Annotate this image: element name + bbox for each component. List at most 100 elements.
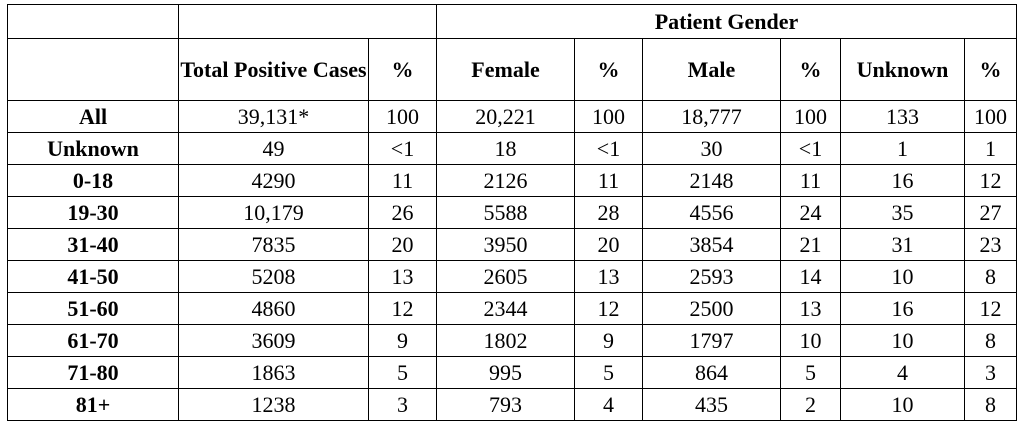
cell-total: 49 bbox=[178, 132, 369, 165]
cell-female: 3950 bbox=[436, 228, 575, 261]
cell-female-pct: <1 bbox=[574, 132, 643, 165]
cell-unknown: 10 bbox=[840, 260, 965, 293]
cell-total-pct: <1 bbox=[368, 132, 437, 165]
cell-unknown-pct: 100 bbox=[964, 100, 1017, 133]
cell-unknown-pct: 8 bbox=[964, 324, 1017, 357]
cell-female-pct: 9 bbox=[574, 324, 643, 357]
cell-unknown-pct: 8 bbox=[964, 388, 1017, 421]
cell-total: 4290 bbox=[178, 164, 369, 197]
cell-male-pct: <1 bbox=[780, 132, 841, 165]
row-label: 61-70 bbox=[7, 324, 179, 357]
cell-male: 3854 bbox=[642, 228, 781, 261]
cell-male-pct: 2 bbox=[780, 388, 841, 421]
cell-total-pct: 3 bbox=[368, 388, 437, 421]
cell-unknown: 1 bbox=[840, 132, 965, 165]
empty-header-cell bbox=[178, 4, 437, 39]
cell-female-pct: 20 bbox=[574, 228, 643, 261]
cell-unknown: 10 bbox=[840, 324, 965, 357]
cell-total-pct: 20 bbox=[368, 228, 437, 261]
cell-female-pct: 28 bbox=[574, 196, 643, 229]
table-row: 81+ 1238 3 793 4 435 2 10 8 bbox=[7, 388, 1017, 421]
group-header-patient-gender: Patient Gender bbox=[436, 4, 1017, 39]
column-header-pct: % bbox=[780, 38, 841, 101]
column-header-pct: % bbox=[368, 38, 437, 101]
cell-unknown-pct: 23 bbox=[964, 228, 1017, 261]
column-header-male: Male bbox=[642, 38, 781, 101]
cell-total-pct: 12 bbox=[368, 292, 437, 325]
cell-female-pct: 11 bbox=[574, 164, 643, 197]
cell-total-pct: 100 bbox=[368, 100, 437, 133]
cell-male-pct: 5 bbox=[780, 356, 841, 389]
cell-total: 1863 bbox=[178, 356, 369, 389]
cell-female-pct: 5 bbox=[574, 356, 643, 389]
cell-unknown-pct: 8 bbox=[964, 260, 1017, 293]
cell-unknown: 16 bbox=[840, 164, 965, 197]
cell-female: 1802 bbox=[436, 324, 575, 357]
cell-female: 2126 bbox=[436, 164, 575, 197]
cell-male: 18,777 bbox=[642, 100, 781, 133]
cell-total: 1238 bbox=[178, 388, 369, 421]
cell-male-pct: 21 bbox=[780, 228, 841, 261]
table-row: 71-80 1863 5 995 5 864 5 4 3 bbox=[7, 356, 1017, 389]
cell-male: 4556 bbox=[642, 196, 781, 229]
cell-unknown-pct: 1 bbox=[964, 132, 1017, 165]
row-label: 71-80 bbox=[7, 356, 179, 389]
table-row: 41-50 5208 13 2605 13 2593 14 10 8 bbox=[7, 260, 1017, 293]
cell-male: 1797 bbox=[642, 324, 781, 357]
cell-male: 864 bbox=[642, 356, 781, 389]
table-row: 51-60 4860 12 2344 12 2500 13 16 12 bbox=[7, 292, 1017, 325]
cell-total-pct: 11 bbox=[368, 164, 437, 197]
cell-unknown: 16 bbox=[840, 292, 965, 325]
column-header-pct: % bbox=[964, 38, 1017, 101]
cell-male-pct: 100 bbox=[780, 100, 841, 133]
cell-unknown-pct: 12 bbox=[964, 164, 1017, 197]
cell-male-pct: 11 bbox=[780, 164, 841, 197]
cell-female-pct: 12 bbox=[574, 292, 643, 325]
cell-total: 10,179 bbox=[178, 196, 369, 229]
row-label: Unknown bbox=[7, 132, 179, 165]
row-label: 81+ bbox=[7, 388, 179, 421]
cell-female: 18 bbox=[436, 132, 575, 165]
cell-male: 2593 bbox=[642, 260, 781, 293]
cell-female: 5588 bbox=[436, 196, 575, 229]
cell-total: 39,131* bbox=[178, 100, 369, 133]
cell-female: 2605 bbox=[436, 260, 575, 293]
cell-total: 3609 bbox=[178, 324, 369, 357]
cell-unknown: 31 bbox=[840, 228, 965, 261]
cell-male: 435 bbox=[642, 388, 781, 421]
header-row-group: Patient Gender bbox=[7, 4, 1017, 39]
cell-male: 2148 bbox=[642, 164, 781, 197]
cell-total: 5208 bbox=[178, 260, 369, 293]
cell-unknown-pct: 3 bbox=[964, 356, 1017, 389]
cell-female: 995 bbox=[436, 356, 575, 389]
cell-male-pct: 24 bbox=[780, 196, 841, 229]
cell-unknown: 133 bbox=[840, 100, 965, 133]
cell-total-pct: 5 bbox=[368, 356, 437, 389]
column-header-unknown: Unknown bbox=[840, 38, 965, 101]
cell-female: 793 bbox=[436, 388, 575, 421]
empty-label-header bbox=[7, 38, 179, 101]
cell-female-pct: 4 bbox=[574, 388, 643, 421]
cell-male: 2500 bbox=[642, 292, 781, 325]
cell-total-pct: 26 bbox=[368, 196, 437, 229]
table-row: 19-30 10,179 26 5588 28 4556 24 35 27 bbox=[7, 196, 1017, 229]
cell-female: 2344 bbox=[436, 292, 575, 325]
cell-total-pct: 13 bbox=[368, 260, 437, 293]
patient-cases-table: Patient Gender Total Positive Cases % Fe… bbox=[7, 4, 1017, 421]
cell-male-pct: 10 bbox=[780, 324, 841, 357]
cell-unknown-pct: 27 bbox=[964, 196, 1017, 229]
row-label: All bbox=[7, 100, 179, 133]
row-label: 31-40 bbox=[7, 228, 179, 261]
cell-female: 20,221 bbox=[436, 100, 575, 133]
row-label: 41-50 bbox=[7, 260, 179, 293]
row-label: 0-18 bbox=[7, 164, 179, 197]
cell-unknown: 35 bbox=[840, 196, 965, 229]
table-row: 31-40 7835 20 3950 20 3854 21 31 23 bbox=[7, 228, 1017, 261]
cell-male-pct: 14 bbox=[780, 260, 841, 293]
cell-male: 30 bbox=[642, 132, 781, 165]
empty-corner-cell bbox=[7, 4, 179, 39]
cell-female-pct: 13 bbox=[574, 260, 643, 293]
column-header-total: Total Positive Cases bbox=[178, 38, 369, 101]
cell-male-pct: 13 bbox=[780, 292, 841, 325]
table-row: Unknown 49 <1 18 <1 30 <1 1 1 bbox=[7, 132, 1017, 165]
